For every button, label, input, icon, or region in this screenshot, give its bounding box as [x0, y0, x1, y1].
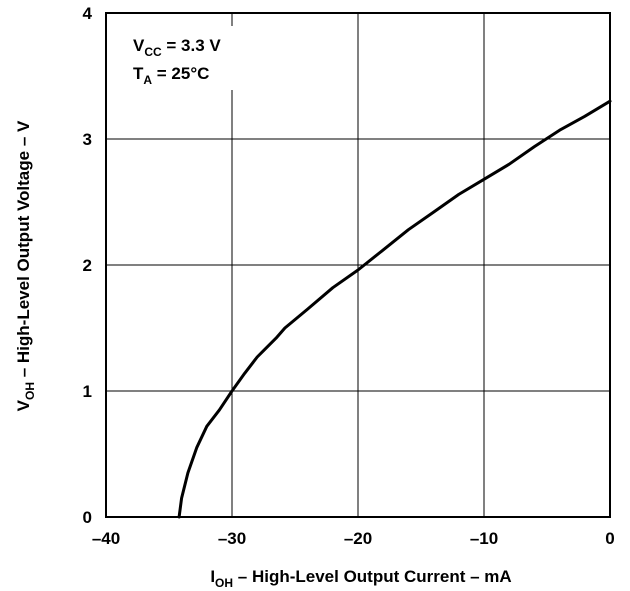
plot-frame	[105, 12, 611, 518]
y-tick-labels: 0 1 2 3 4	[83, 4, 93, 527]
y-axis-label: VOH – High-Level Output Voltage – V	[14, 120, 37, 411]
y-tick-label: 3	[83, 130, 92, 149]
annotation-box	[122, 26, 234, 90]
annotation-vcc: VCC = 3.3 V	[133, 36, 221, 59]
x-tick-label: –10	[470, 529, 498, 548]
x-tick-labels: –40 –30 –20 –10 0	[92, 529, 615, 548]
x-tick-label: –30	[218, 529, 246, 548]
y-tick-label: 1	[83, 382, 92, 401]
y-tick-label: 2	[83, 256, 92, 275]
annotation-ta: TA = 25°C	[133, 64, 209, 87]
x-tick-label: –20	[344, 529, 372, 548]
x-axis-label: IOH – High-Level Output Current – mA	[210, 567, 511, 590]
series-line	[177, 99, 612, 519]
y-tick-label: 0	[83, 508, 92, 527]
x-tick-label: –40	[92, 529, 120, 548]
x-tick-label: 0	[605, 529, 614, 548]
y-tick-label: 4	[83, 4, 93, 23]
